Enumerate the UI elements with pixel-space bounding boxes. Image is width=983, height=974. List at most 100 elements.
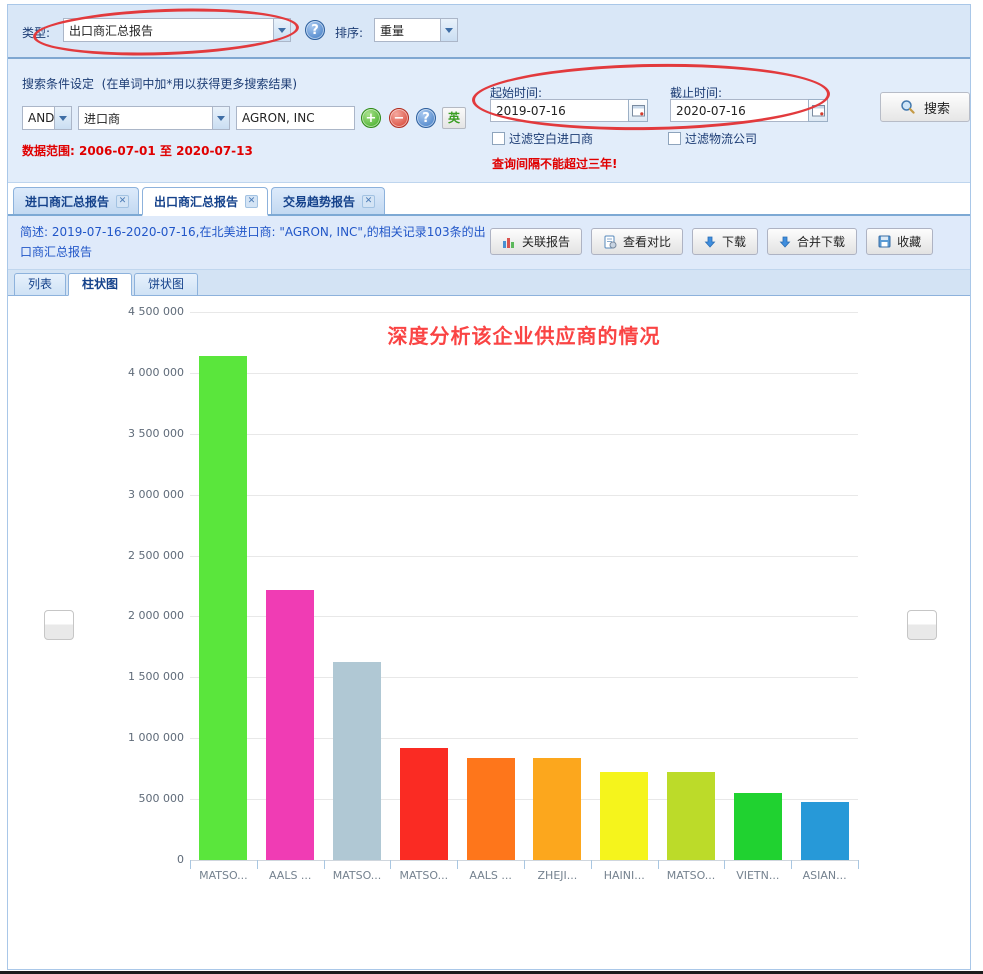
chevron-down-icon[interactable] [440, 19, 457, 41]
chevron-down-icon[interactable] [54, 107, 71, 129]
tab-label: 交易趋势报告 [283, 194, 356, 209]
x-axis-tick [390, 860, 392, 869]
related-report-button[interactable]: 关联报告 [490, 228, 583, 255]
gridline [190, 799, 858, 801]
date-range-warning: 查询间隔不能超过三年! [492, 157, 618, 171]
x-axis-category-label: VIETN... [736, 869, 780, 882]
sort-select[interactable]: 重量 [374, 18, 458, 42]
chart-canvas: 4 500 000 4 000 000 3 500 000 3 000 000 2 50… [8, 296, 970, 969]
x-axis-category-label: ZHEJI... [537, 869, 578, 882]
filter-blank-importer-label: 过滤空白进口商 [509, 132, 594, 146]
help-icon[interactable]: ? [305, 20, 325, 40]
chart-panel: 深度分析该企业供应商的情况 4 500 000 4 000 000 3 500 00… [8, 296, 970, 969]
x-axis-tick [657, 860, 659, 869]
tab-list-view[interactable]: 列表 [14, 273, 67, 295]
end-date-input[interactable] [670, 99, 808, 122]
y-axis-tick-label: 4 500 000 [128, 305, 184, 318]
x-axis-category-label: MATSO... [199, 869, 248, 882]
x-axis-category-label: HAINI... [603, 869, 645, 882]
filter-blank-importer-checkbox[interactable] [492, 132, 505, 145]
related-report-label: 关联报告 [522, 235, 571, 249]
calendar-icon[interactable] [628, 99, 648, 122]
end-date-label: 截止时间: [670, 86, 723, 100]
bar[interactable] [399, 747, 448, 860]
tab-importer-summary[interactable]: 进口商汇总报告 ✕ [13, 187, 140, 214]
download-button[interactable]: 下载 [692, 228, 759, 255]
calendar-icon[interactable] [808, 99, 828, 122]
start-date-label: 起始时间: [490, 86, 543, 100]
bar[interactable] [733, 793, 782, 860]
search-title: 搜索条件设定 (在单词中加*用以获得更多搜索结果) [22, 75, 297, 92]
pager-right-button[interactable] [907, 610, 937, 640]
x-axis-tick [457, 860, 459, 869]
keyword-input[interactable] [236, 106, 355, 130]
bar[interactable] [800, 801, 849, 860]
chart-annotation-title: 深度分析该企业供应商的情况 [387, 324, 661, 348]
merge-download-label: 合并下载 [797, 235, 846, 249]
x-axis-category-label: MATSO... [332, 869, 382, 882]
gridline [190, 738, 858, 740]
action-bar: 关联报告 查看对比 下载 合并下载 收藏 [490, 228, 934, 255]
help-icon[interactable]: ? [416, 108, 436, 128]
favorite-button[interactable]: 收藏 [866, 228, 934, 255]
tab-pie-chart-view[interactable]: 饼状图 [134, 273, 199, 295]
search-button[interactable]: 搜索 [880, 92, 970, 122]
close-tab-icon[interactable]: ✕ [116, 194, 130, 208]
tab-exporter-summary[interactable]: 出口商汇总报告 ✕ [142, 187, 269, 216]
x-axis-tick [524, 860, 525, 869]
x-axis-category-label: MATSO... [399, 869, 449, 882]
search-hint-text: (在单词中加*用以获得更多搜索结果) [101, 77, 298, 91]
tab-trade-trend[interactable]: 交易趋势报告 ✕ [271, 187, 386, 214]
bool-operator-select[interactable]: AND [22, 106, 72, 130]
y-axis-tick-label: 2 000 000 [128, 609, 184, 623]
start-date-field [490, 99, 648, 122]
x-axis-tick [323, 860, 325, 869]
y-axis-tick-label: 4 000 000 [128, 365, 184, 379]
bar[interactable] [667, 772, 715, 860]
bar[interactable] [600, 772, 649, 860]
close-tab-icon[interactable]: ✕ [362, 194, 376, 208]
search-field-select[interactable]: 进口商 [78, 106, 230, 130]
report-type-value: 出口商汇总报告 [69, 23, 154, 38]
summary-text: 简述: 2019-07-16-2020-07-16,在北美进口商: "AGRON… [20, 225, 486, 260]
download-label: 下载 [722, 235, 747, 249]
tab-label: 出口商汇总报告 [154, 194, 239, 209]
merge-download-button[interactable]: 合并下载 [767, 228, 858, 255]
view-compare-button[interactable]: 查看对比 [591, 228, 684, 255]
bar[interactable] [533, 757, 582, 860]
y-axis-tick-label: 2 500 000 [128, 548, 184, 562]
filter-blank-importer-option: 过滤空白进口商 [492, 130, 593, 147]
gridline [190, 677, 858, 679]
search-title-text: 搜索条件设定 [22, 77, 95, 91]
window-bottom-edge [0, 971, 983, 974]
add-condition-icon[interactable]: + [361, 108, 381, 128]
chevron-down-icon[interactable] [273, 19, 290, 41]
search-button-label: 搜索 [923, 101, 950, 117]
x-axis-tick [858, 860, 859, 869]
bar[interactable] [266, 589, 315, 860]
chevron-down-icon[interactable] [212, 107, 229, 129]
type-toolbar: 类型: 出口商汇总报告 ? 排序: 重量 [8, 4, 970, 60]
save-disk-icon [878, 235, 891, 248]
language-toggle-button[interactable]: 英 [442, 107, 466, 129]
sort-label: 排序: [335, 26, 364, 40]
filter-logistics-checkbox[interactable] [668, 132, 681, 145]
x-axis-tick [724, 860, 726, 869]
start-date-input[interactable] [490, 99, 628, 122]
pager-left-button[interactable] [44, 610, 74, 640]
close-tab-icon[interactable]: ✕ [245, 194, 259, 208]
sort-value: 重量 [380, 23, 405, 38]
x-axis-tick [190, 860, 191, 869]
bar[interactable] [333, 661, 381, 860]
bool-operator-value: AND [28, 111, 54, 125]
bar[interactable] [466, 757, 515, 860]
x-axis-tick [590, 860, 592, 869]
report-type-select[interactable]: 出口商汇总报告 [63, 18, 291, 42]
remove-condition-icon[interactable]: − [389, 108, 409, 128]
gridline [190, 433, 858, 435]
x-axis-category-label: MATSO... [666, 869, 716, 882]
tab-bar-chart-view[interactable]: 柱状图 [68, 273, 133, 296]
gridline [190, 494, 858, 496]
bar[interactable] [199, 355, 248, 860]
view-compare-label: 查看对比 [623, 235, 672, 249]
